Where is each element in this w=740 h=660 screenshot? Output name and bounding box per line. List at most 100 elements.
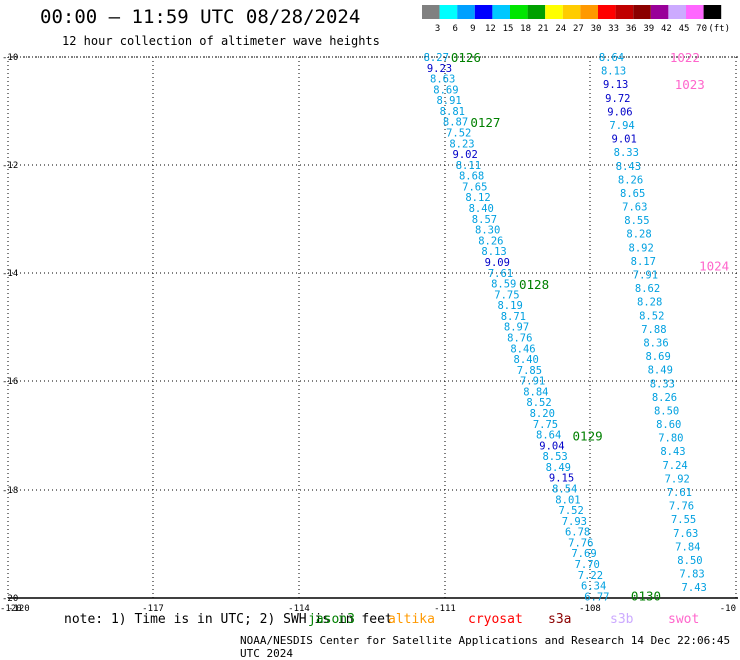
wave-height-label: 8.68 — [459, 171, 484, 183]
wave-height-label: 8.69 — [645, 351, 670, 363]
legend-swatch — [510, 5, 528, 19]
legend-label: 45 — [679, 24, 690, 34]
footer-credit: NOAA/NESDIS Center for Satellite Applica… — [240, 634, 731, 660]
legend-swatch — [668, 5, 686, 19]
y-tick-label: -20 — [2, 594, 18, 604]
wave-height-label: 7.61 — [488, 268, 513, 280]
wave-height-label: 7.22 — [578, 570, 603, 582]
legend-label: 39 — [643, 24, 654, 34]
wave-height-label: 8.69 — [433, 84, 458, 96]
pass-label: 1023 — [675, 77, 705, 92]
legend-swatch — [439, 5, 458, 19]
wave-height-label: 8.23 — [449, 138, 474, 150]
wave-height-label: 8.64 — [536, 430, 561, 442]
y-tick-label: -16 — [2, 377, 18, 387]
x-tick-label: -10 — [720, 604, 736, 612]
pass-label: 0127 — [470, 115, 500, 130]
wave-height-label: 7.84 — [675, 541, 700, 553]
wave-height-label: 8.53 — [542, 451, 567, 463]
wave-height-label: 7.63 — [673, 528, 698, 540]
wave-height-label: 8.40 — [514, 354, 539, 366]
legend-label: 6 — [452, 24, 457, 34]
wave-height-label: 7.63 — [622, 202, 647, 214]
wave-height-label: 7.75 — [494, 289, 519, 301]
wave-height-label: 7.94 — [609, 120, 634, 132]
wave-height-label: 7.43 — [682, 582, 707, 594]
page-subtitle: 12 hour collection of altimeter wave hei… — [62, 34, 380, 48]
wave-height-label: 8.52 — [526, 397, 551, 409]
page-title: 00:00 – 11:59 UTC 08/28/2024 — [40, 6, 361, 28]
wave-height-label: 8.13 — [601, 66, 626, 78]
legend-swatch — [545, 5, 563, 19]
wave-height-label: 9.23 — [427, 63, 452, 75]
y-tick-label: -120 — [0, 604, 22, 612]
x-tick-label: -117 — [142, 604, 164, 612]
wave-height-label: 8.54 — [552, 484, 577, 496]
pass-label: 0130 — [631, 588, 661, 603]
wave-height-label: 9.72 — [605, 93, 630, 105]
wave-height-label: 8.12 — [465, 192, 490, 204]
legend-label: 27 — [573, 24, 584, 34]
wave-height-label: 9.13 — [603, 79, 628, 91]
legend-swatch — [422, 5, 440, 19]
wave-height-label: 7.88 — [641, 324, 666, 336]
wave-height-label: 8.36 — [643, 337, 668, 349]
wave-height-label: 6.77 — [584, 591, 609, 603]
wave-height-label: 7.93 — [562, 516, 587, 528]
wave-height-label: 7.92 — [665, 473, 690, 485]
satellite-s3b: s3b — [610, 612, 634, 627]
wave-height-label: 8.20 — [530, 408, 555, 420]
wave-height-label: 8.49 — [648, 365, 673, 377]
wave-height-label: 8.17 — [631, 256, 656, 268]
y-tick-label: -14 — [2, 269, 18, 279]
legend-label: 24 — [555, 24, 566, 34]
legend-swatch — [474, 5, 493, 19]
wave-height-label: 8.91 — [436, 95, 461, 107]
legend-swatch — [492, 5, 510, 19]
legend-swatch — [633, 5, 651, 19]
legend-swatch — [598, 5, 616, 19]
wave-height-label: 7.70 — [575, 559, 600, 571]
legend-swatch — [562, 5, 581, 19]
wave-height-label: 8.01 — [555, 494, 580, 506]
wave-height-label: 7.65 — [462, 181, 487, 193]
legend-label: 3 — [435, 24, 440, 34]
x-tick-label: -120 — [8, 604, 30, 612]
legend-label: 33 — [608, 24, 619, 34]
wave-height-label: 7.61 — [667, 487, 692, 499]
wave-height-label: 8.11 — [456, 160, 481, 172]
wave-height-label: 8.92 — [629, 242, 654, 254]
wave-height-map: -120 -117 -114 -111 -108 -10 -10 -12 -14 -16 -18 -2… — [0, 50, 738, 612]
wave-height-label: 8.49 — [546, 462, 571, 474]
satellite-swot: swot — [668, 612, 700, 627]
y-tick-label: -18 — [2, 486, 18, 496]
wave-height-label: 7.69 — [571, 548, 596, 560]
legend-label: 9 — [470, 24, 475, 34]
satellite-altika: altika — [388, 612, 435, 627]
wave-height-label: 7.80 — [658, 433, 683, 445]
wave-height-label: 7.85 — [517, 365, 542, 377]
wave-height-label: 9.09 — [485, 257, 510, 269]
color-legend: 3 6 9 12 15 18 21 24 27 30 33 36 39 42 45 70 (ft) — [422, 5, 732, 41]
legend-swatch — [703, 5, 722, 19]
legend-swatch — [686, 5, 704, 19]
wave-height-label: 8.55 — [624, 215, 649, 227]
wave-height-label: 7.52 — [446, 128, 471, 140]
wave-height-label: 8.59 — [491, 279, 516, 291]
pass-label: 1022 — [670, 50, 700, 65]
y-tick-label: -10 — [2, 53, 18, 63]
wave-height-label: 8.50 — [677, 555, 702, 567]
wave-height-label: 8.26 — [618, 174, 643, 186]
wave-height-label: 8.19 — [497, 300, 522, 312]
legend-label: 70 — [696, 24, 707, 34]
wave-height-label: 8.26 — [652, 392, 677, 404]
wave-height-label: 8.30 — [475, 225, 500, 237]
pass-label: 0128 — [519, 277, 549, 292]
wave-height-label: 8.40 — [469, 203, 494, 215]
legend-label: 42 — [661, 24, 672, 34]
legend-label: 21 — [538, 24, 549, 34]
wave-height-label: 7.52 — [559, 505, 584, 517]
wave-height-label: 7.83 — [679, 569, 704, 581]
legend-swatch — [615, 5, 634, 19]
wave-height-label: 9.15 — [549, 473, 574, 485]
